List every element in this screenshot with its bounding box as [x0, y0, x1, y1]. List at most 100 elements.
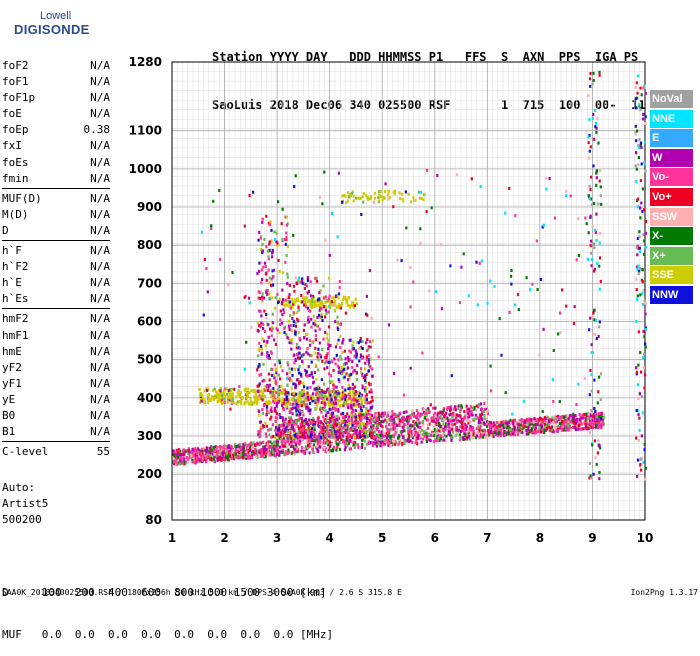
echo-point: [272, 321, 274, 324]
echo-point: [210, 224, 212, 227]
echo-point: [255, 392, 257, 395]
echo-point: [463, 410, 465, 413]
echo-point: [296, 403, 298, 406]
echo-point: [286, 282, 288, 285]
echo-point: [551, 416, 553, 419]
echo-point: [275, 382, 277, 385]
echo-point: [303, 451, 305, 454]
echo-point: [394, 443, 396, 446]
echo-point: [471, 177, 473, 180]
echo-point: [449, 434, 451, 437]
echo-point: [283, 408, 285, 411]
echo-point: [358, 341, 360, 344]
echo-point: [244, 225, 246, 228]
echo-point: [365, 341, 367, 344]
echo-point: [274, 238, 276, 241]
echo-point: [440, 411, 442, 414]
echo-point: [385, 182, 387, 185]
echo-point: [345, 357, 347, 360]
echo-point: [257, 430, 259, 433]
echo-point: [230, 445, 232, 448]
echo-point: [286, 216, 288, 219]
echo-point: [337, 296, 339, 299]
echo-point: [517, 293, 519, 296]
echo-point: [291, 452, 293, 455]
echo-point: [312, 376, 314, 379]
echo-point: [279, 323, 281, 326]
echo-point: [310, 326, 312, 329]
echo-point: [440, 437, 442, 440]
echo-point: [370, 425, 372, 428]
echo-point: [268, 292, 270, 295]
echo-point: [289, 435, 291, 438]
x-tick-label: 6: [431, 531, 439, 545]
echo-point: [294, 448, 296, 451]
echo-point: [498, 421, 500, 424]
echo-point: [487, 430, 489, 433]
echo-point: [323, 383, 325, 386]
echo-point: [332, 432, 334, 435]
echo-point: [273, 448, 275, 451]
echo-point: [577, 428, 579, 431]
echo-point: [267, 323, 269, 326]
echo-point: [271, 352, 273, 355]
echo-point: [316, 387, 318, 390]
echo-point: [536, 239, 538, 242]
echo-point: [249, 397, 251, 400]
echo-point: [253, 452, 255, 455]
echo-point: [367, 435, 369, 438]
echo-point: [578, 424, 580, 427]
echo-point: [343, 368, 345, 371]
echo-point: [319, 342, 321, 345]
echo-point: [316, 391, 318, 394]
echo-point: [344, 350, 346, 353]
echo-point: [347, 404, 349, 407]
echo-point: [421, 352, 423, 355]
echo-point: [254, 444, 256, 447]
echo-point: [347, 374, 349, 377]
echo-point: [230, 393, 232, 396]
echo-point: [182, 457, 184, 460]
echo-point: [312, 397, 314, 400]
echo-point: [321, 389, 323, 392]
echo-point: [200, 394, 202, 397]
echo-point: [256, 368, 258, 371]
echo-point: [338, 172, 340, 175]
echo-point: [339, 355, 341, 358]
echo-point: [297, 431, 299, 434]
echo-point: [235, 453, 237, 456]
echo-point: [350, 429, 352, 432]
echo-point: [280, 385, 282, 388]
echo-point: [227, 446, 229, 449]
echo-point: [359, 413, 361, 416]
echo-point: [424, 416, 426, 419]
echo-point: [274, 429, 276, 432]
echo-point: [277, 200, 279, 203]
echo-point: [196, 456, 198, 459]
echo-point: [305, 305, 307, 308]
y-tick-label: 80: [145, 513, 162, 527]
echo-point: [266, 340, 268, 343]
echo-point: [443, 415, 445, 418]
echo-point: [323, 447, 325, 450]
echo-point: [285, 232, 287, 235]
echo-point: [445, 425, 447, 428]
echo-point: [266, 293, 268, 296]
echo-point: [319, 353, 321, 356]
echo-point: [598, 471, 600, 474]
echo-point: [323, 305, 325, 308]
echo-point: [514, 214, 516, 217]
echo-point: [600, 194, 602, 197]
echo-point: [372, 339, 374, 342]
echo-point: [331, 443, 333, 446]
echo-point: [374, 430, 376, 433]
echo-point: [317, 352, 319, 355]
echo-point: [338, 303, 340, 306]
echo-point: [283, 453, 285, 456]
echo-point: [278, 359, 280, 362]
echo-point: [265, 455, 267, 458]
echo-point: [231, 271, 233, 274]
echo-point: [274, 307, 276, 310]
echo-point: [563, 416, 565, 419]
echo-point: [360, 416, 362, 419]
